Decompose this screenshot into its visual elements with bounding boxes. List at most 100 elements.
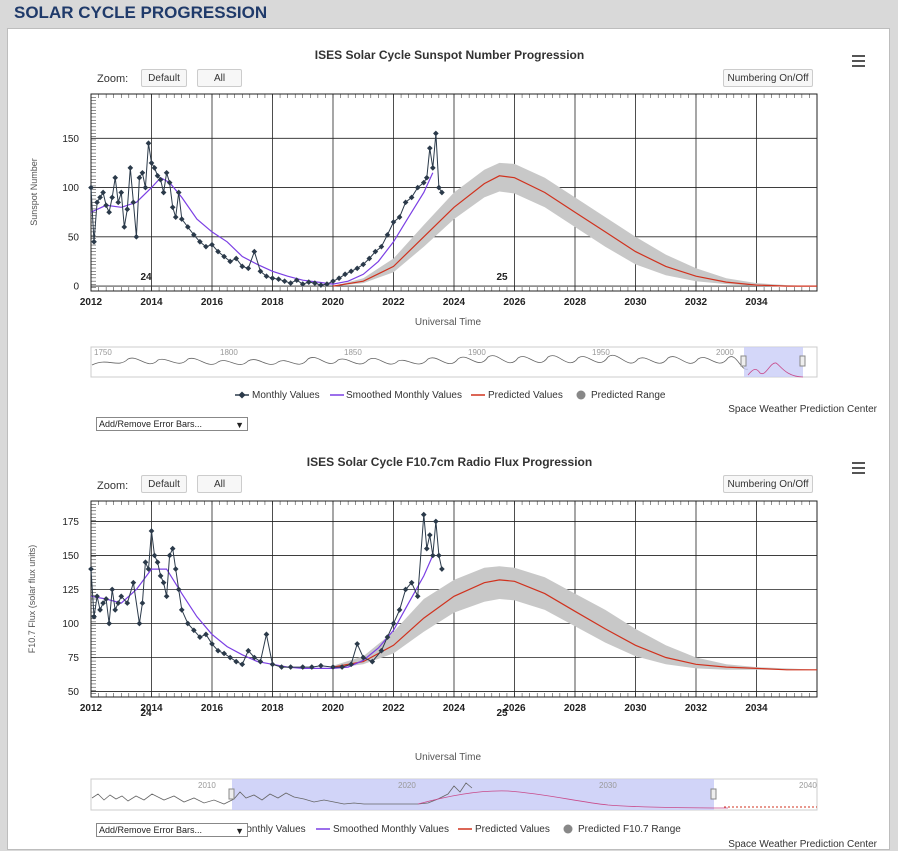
monthly-point[interactable] [269,275,276,282]
monthly-point[interactable] [227,258,233,265]
monthly-point[interactable] [178,607,185,613]
monthly-point[interactable] [312,280,318,286]
monthly-point[interactable] [423,545,430,552]
monthly-point[interactable] [414,184,421,191]
monthly-point[interactable] [384,232,391,238]
monthly-point[interactable] [115,199,122,206]
zoom-default-button[interactable]: Default [141,475,187,493]
monthly-point[interactable] [175,189,182,196]
monthly-point[interactable] [423,174,430,181]
monthly-point[interactable] [215,647,221,654]
monthly-point[interactable] [106,209,112,216]
monthly-point[interactable] [163,593,170,600]
monthly-point[interactable] [336,275,342,282]
monthly-point[interactable] [275,276,282,283]
monthly-point[interactable] [88,184,94,191]
monthly-point[interactable] [130,199,137,206]
monthly-point[interactable] [112,174,119,181]
navigator-handle-left[interactable] [228,788,235,800]
monthly-point[interactable] [390,620,397,627]
monthly-point[interactable] [436,184,442,191]
monthly-point[interactable] [369,658,376,665]
monthly-point[interactable] [118,593,125,600]
monthly-point[interactable] [175,586,182,593]
monthly-point[interactable] [191,232,197,238]
monthly-point[interactable] [172,214,179,220]
monthly-point[interactable] [420,511,427,518]
monthly-point[interactable] [197,238,203,245]
monthly-point[interactable] [112,607,119,613]
monthly-point[interactable] [124,206,131,213]
zoom-all-button[interactable]: All [197,475,242,493]
monthly-point[interactable] [433,130,439,137]
monthly-point[interactable] [360,261,367,268]
monthly-point[interactable] [378,647,385,654]
monthly-point[interactable] [118,189,125,196]
monthly-point[interactable] [169,204,176,211]
monthly-point[interactable] [439,189,445,196]
legend-item-range[interactable]: Predicted Range [576,390,666,401]
monthly-point[interactable] [378,243,385,250]
navigator-handle-right[interactable] [799,355,806,367]
monthly-point[interactable] [287,280,294,286]
monthly-point[interactable] [154,172,161,179]
monthly-point[interactable] [366,255,373,262]
legend-item-range[interactable]: Predicted F10.7 Range [563,824,682,835]
monthly-point[interactable] [142,184,149,191]
monthly-point[interactable] [109,586,116,593]
monthly-point[interactable] [203,631,209,638]
monthly-point[interactable] [106,620,112,627]
monthly-point[interactable] [318,282,324,288]
legend-item-smoothed[interactable]: Smoothed Monthly Values [316,824,449,835]
monthly-point[interactable] [263,273,270,280]
monthly-point[interactable] [384,634,391,640]
monthly-point[interactable] [178,216,185,222]
monthly-point[interactable] [157,573,164,579]
legend-item-predicted[interactable]: Predicted Values [458,824,550,835]
monthly-point[interactable] [97,194,103,201]
legend-item-smoothed[interactable]: Smoothed Monthly Values [330,390,462,401]
monthly-point[interactable] [354,265,361,272]
monthly-point[interactable] [109,194,116,201]
monthly-point[interactable] [209,241,215,248]
monthly-point[interactable] [103,596,109,602]
monthly-point[interactable] [163,169,170,176]
monthly-point[interactable] [396,214,403,220]
zoom-default-button[interactable]: Default [141,69,187,87]
monthly-point[interactable] [281,278,288,284]
navigator-selection[interactable] [232,779,714,810]
monthly-point[interactable] [94,199,100,206]
monthly-point[interactable] [233,255,240,262]
monthly-point[interactable] [372,248,379,255]
monthly-point[interactable] [239,263,246,270]
monthly-point[interactable] [157,176,164,183]
monthly-point[interactable] [402,199,409,206]
monthly-point[interactable] [390,219,397,225]
monthly-point[interactable] [227,654,233,661]
navigator-handle-right[interactable] [710,788,717,800]
monthly-point[interactable] [94,593,100,600]
menu-icon[interactable] [852,462,865,474]
monthly-point[interactable] [197,634,203,640]
error-bars-select[interactable]: Add/Remove Error Bars... ▼ [96,417,248,431]
monthly-point[interactable] [402,586,409,593]
monthly-point[interactable] [429,165,436,171]
monthly-point[interactable] [414,593,421,600]
monthly-point[interactable] [139,169,146,176]
monthly-point[interactable] [160,189,167,196]
monthly-point[interactable] [127,165,134,171]
monthly-point[interactable] [203,243,209,250]
monthly-point[interactable] [91,238,97,245]
monthly-point[interactable] [184,224,191,230]
monthly-point[interactable] [257,268,264,275]
numbering-toggle-button[interactable]: Numbering On/Off [723,69,813,87]
monthly-point[interactable] [136,174,143,181]
monthly-point[interactable] [121,224,128,230]
monthly-point[interactable] [169,545,176,552]
monthly-point[interactable] [360,654,367,661]
monthly-point[interactable] [154,559,161,566]
monthly-point[interactable] [145,140,152,147]
monthly-point[interactable] [245,647,252,654]
monthly-point[interactable] [151,165,158,171]
monthly-point[interactable] [263,631,270,638]
